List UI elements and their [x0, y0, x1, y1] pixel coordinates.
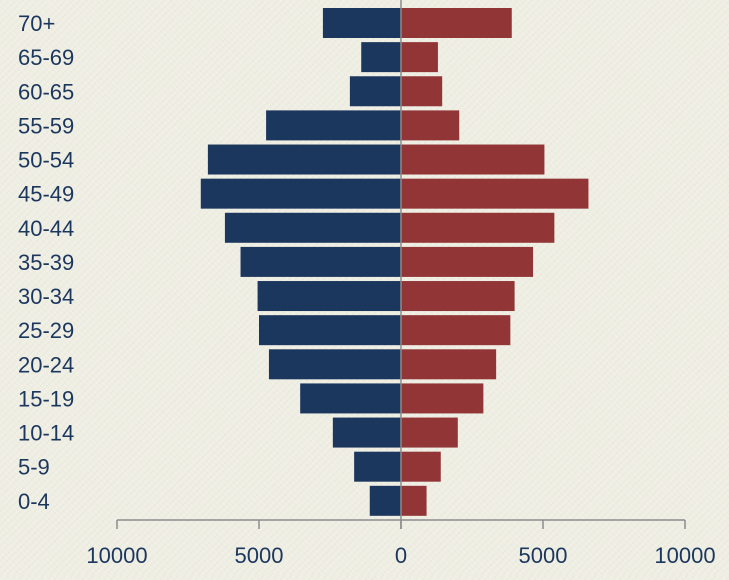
bar-left-35-39: [240, 246, 401, 277]
bar-left-10-14: [332, 417, 401, 448]
y-tick-label: 50-54: [18, 148, 74, 173]
bar-left-25-29: [259, 315, 401, 346]
right-bars: [401, 8, 589, 516]
bar-right-5-9: [401, 451, 441, 482]
y-tick-label: 25-29: [18, 318, 74, 343]
bar-right-70+: [401, 8, 512, 38]
bar-left-0-4: [369, 485, 401, 516]
y-tick-label: 20-24: [18, 352, 74, 377]
bar-right-45-49: [401, 178, 589, 209]
bar-right-15-19: [401, 383, 484, 414]
bar-right-50-54: [401, 144, 545, 175]
y-tick-label: 10-14: [18, 421, 74, 446]
bar-left-65-69: [361, 42, 401, 73]
bar-right-35-39: [401, 246, 534, 277]
bar-right-0-4: [401, 485, 427, 516]
y-axis-labels: 0-4 5-9 10-14 15-19 20-24 25-29 30-34 35-39 40-4…: [18, 11, 74, 514]
x-axis: 10000 5000 0 5000 10000: [86, 519, 716, 568]
x-tick-label: 10000: [86, 543, 147, 568]
bar-right-10-14: [401, 417, 458, 448]
bar-right-40-44: [401, 212, 555, 243]
bar-right-25-29: [401, 315, 511, 346]
bar-left-45-49: [200, 178, 401, 209]
bar-right-55-59: [401, 110, 460, 141]
y-tick-label: 5-9: [18, 455, 50, 480]
bar-left-55-59: [266, 110, 401, 141]
bar-left-20-24: [268, 349, 401, 380]
y-tick-label: 70+: [18, 11, 55, 36]
bar-right-65-69: [401, 42, 438, 73]
y-tick-label: 65-69: [18, 45, 74, 70]
x-tick-label: 0: [395, 543, 407, 568]
x-tick-label: 10000: [654, 543, 715, 568]
y-tick-label: 45-49: [18, 182, 74, 207]
x-tick-label: 5000: [235, 543, 284, 568]
bar-right-60-65: [401, 76, 443, 107]
x-tick-label: 5000: [519, 543, 568, 568]
bar-left-40-44: [224, 212, 401, 243]
y-tick-label: 15-19: [18, 386, 74, 411]
bar-left-70+: [322, 8, 401, 38]
bar-left-50-54: [207, 144, 401, 175]
bar-right-30-34: [401, 281, 515, 312]
left-bars: [200, 8, 401, 516]
y-tick-label: 0-4: [18, 489, 50, 514]
y-tick-label: 60-65: [18, 79, 74, 104]
y-tick-label: 35-39: [18, 250, 74, 275]
bar-left-5-9: [354, 451, 401, 482]
bar-left-15-19: [300, 383, 401, 414]
bar-right-20-24: [401, 349, 497, 380]
bar-left-60-65: [349, 76, 401, 107]
y-tick-label: 40-44: [18, 216, 74, 241]
y-tick-label: 30-34: [18, 284, 74, 309]
y-tick-label: 55-59: [18, 113, 74, 138]
bar-left-30-34: [257, 281, 401, 312]
